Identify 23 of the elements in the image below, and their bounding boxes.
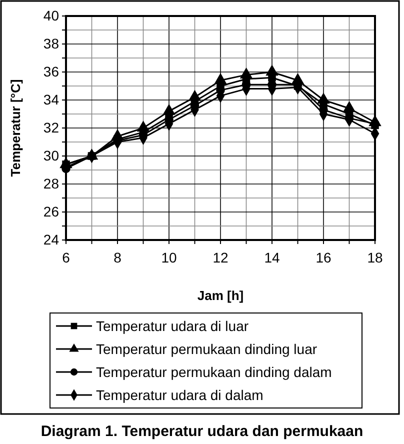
x-axis-title: Jam [h] [197, 288, 244, 303]
y-tick-label: 28 [43, 175, 60, 192]
y-tick-label: 26 [43, 203, 60, 220]
y-tick-label: 38 [43, 35, 60, 52]
y-tick-label: 40 [43, 7, 60, 24]
legend-label: Temperatur udara di luar [96, 318, 249, 334]
y-tick-label: 34 [43, 91, 60, 108]
y-tick-label: 36 [43, 63, 60, 80]
y-tick-label: 24 [43, 231, 60, 248]
legend-label: Temperatur udara di dalam [96, 387, 264, 403]
text: Diagram 1. Temperatur udara dan permukaan [40, 423, 364, 440]
x-tick-label: 12 [212, 249, 228, 266]
x-tick-label: 18 [367, 249, 383, 266]
x-tick-label: 8 [114, 249, 122, 266]
legend-label: Temperatur permukaan dinding dalam [96, 364, 332, 380]
x-tick-label: 10 [161, 249, 177, 266]
y-axis-title: Temperatur [°C] [8, 79, 23, 177]
x-tick-label: 16 [316, 249, 332, 266]
legend-label: Temperatur permukaan dinding luar [96, 341, 318, 357]
y-tick-label: 32 [43, 119, 60, 136]
x-tick-label: 14 [264, 249, 280, 266]
x-tick-label: 6 [62, 249, 70, 266]
y-tick-label: 30 [43, 147, 60, 164]
